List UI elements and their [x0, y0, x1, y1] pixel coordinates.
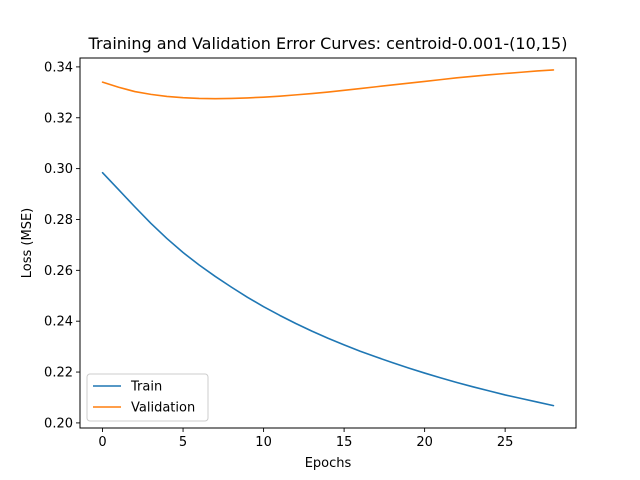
y-tick-label: 0.34: [44, 60, 73, 75]
y-tick-label: 0.20: [44, 416, 73, 431]
x-tick-label: 20: [416, 435, 433, 450]
data-layer: [101, 69, 555, 407]
y-axis-label: Loss (MSE): [20, 208, 35, 278]
legend-label-validation: Validation: [131, 401, 195, 416]
y-tick-label: 0.26: [44, 264, 73, 279]
y-tick-label: 0.30: [44, 162, 73, 177]
y-tick-label: 0.28: [44, 213, 73, 228]
chart-title: Training and Validation Error Curves: ce…: [88, 34, 568, 53]
series-line-train: [101, 171, 555, 407]
legend: Train Validation: [86, 373, 209, 422]
x-tick-label: 25: [497, 435, 514, 450]
x-tick-label: 10: [255, 435, 272, 450]
y-tick-label: 0.32: [44, 111, 73, 126]
legend-label-train: Train: [130, 380, 162, 395]
plot-frame: [79, 57, 577, 429]
y-axis: 0.20 0.22 0.24 0.26 0.28 0.30 0.32 0.34: [44, 60, 80, 431]
y-tick-label: 0.22: [44, 366, 73, 381]
x-tick-label: 0: [98, 435, 106, 450]
x-axis-label: Epochs: [305, 456, 352, 471]
x-axis: 0 5 10 15 20 25: [98, 428, 513, 450]
series-line-validation: [101, 69, 555, 100]
y-tick-label: 0.24: [44, 315, 73, 330]
x-tick-label: 5: [179, 435, 187, 450]
x-tick-label: 15: [336, 435, 353, 450]
